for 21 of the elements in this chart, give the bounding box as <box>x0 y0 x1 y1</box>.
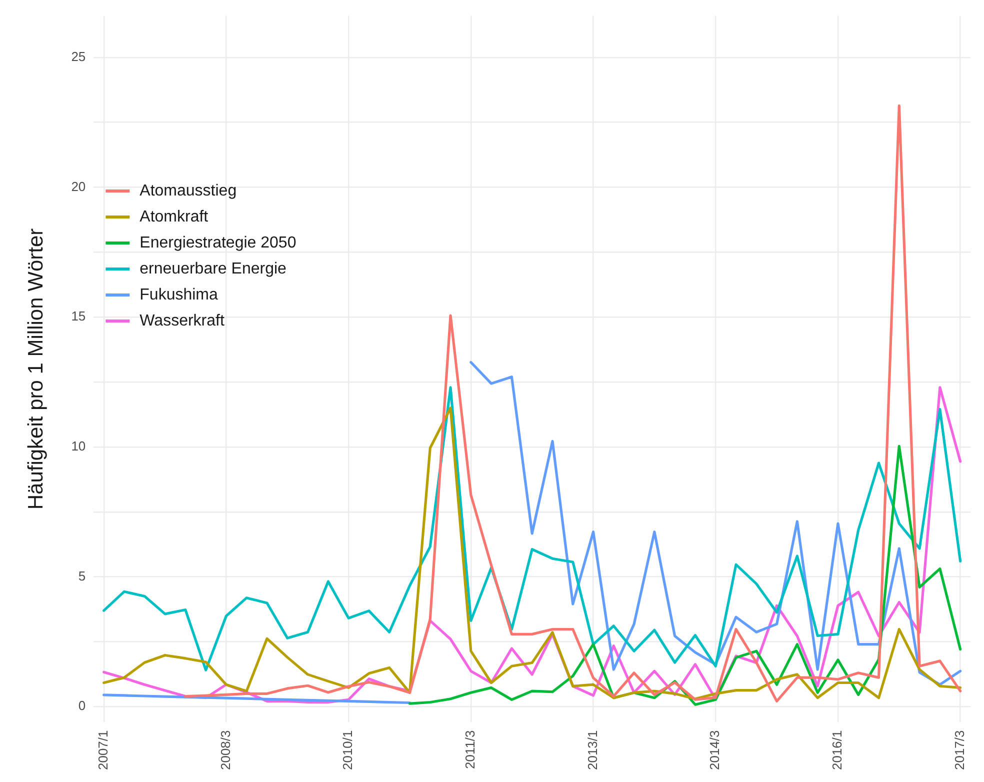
y-tick-label: 0 <box>78 698 86 714</box>
x-tick-label: 2011/3 <box>462 730 478 770</box>
legend-label: Wasserkraft <box>140 312 225 330</box>
x-tick-label: 2007/1 <box>95 730 110 770</box>
y-tick-label: 15 <box>71 308 86 324</box>
y-tick-label: 5 <box>78 568 86 584</box>
legend-label: Atomkraft <box>140 208 209 226</box>
legend-label: Fukushima <box>140 286 218 304</box>
x-tick-label: 2016/1 <box>830 730 845 770</box>
y-tick-label: 25 <box>71 48 86 64</box>
x-tick-label: 2013/1 <box>584 730 600 770</box>
y-tick-label: 20 <box>71 178 86 194</box>
legend-label: Energiestrategie 2050 <box>140 234 296 252</box>
x-tick-label: 2014/3 <box>707 730 722 770</box>
x-tick-label: 2010/1 <box>340 730 356 770</box>
y-axis-title: Häufigkeit pro 1 Million Wörter <box>24 228 48 510</box>
legend-label: erneuerbare Energie <box>140 260 287 278</box>
legend-label: Atomausstieg <box>140 182 237 200</box>
x-tick-label: 2008/3 <box>218 730 233 770</box>
x-tick-label: 2017/3 <box>952 730 967 770</box>
y-tick-label: 10 <box>71 438 86 454</box>
